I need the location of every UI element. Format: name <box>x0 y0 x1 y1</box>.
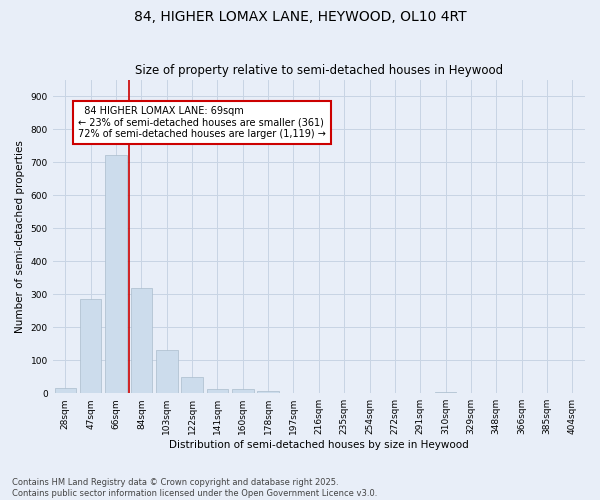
Bar <box>131 288 152 393</box>
Bar <box>206 389 228 393</box>
Text: 84 HIGHER LOMAX LANE: 69sqm
← 23% of semi-detached houses are smaller (361)
72% : 84 HIGHER LOMAX LANE: 69sqm ← 23% of sem… <box>78 106 326 139</box>
Bar <box>283 392 304 393</box>
Bar <box>181 376 203 393</box>
Bar <box>435 392 457 393</box>
Bar <box>156 350 178 393</box>
Text: Contains HM Land Registry data © Crown copyright and database right 2025.
Contai: Contains HM Land Registry data © Crown c… <box>12 478 377 498</box>
Bar <box>257 390 279 393</box>
Bar <box>80 299 101 393</box>
Text: 84, HIGHER LOMAX LANE, HEYWOOD, OL10 4RT: 84, HIGHER LOMAX LANE, HEYWOOD, OL10 4RT <box>134 10 466 24</box>
Bar <box>232 389 254 393</box>
X-axis label: Distribution of semi-detached houses by size in Heywood: Distribution of semi-detached houses by … <box>169 440 469 450</box>
Bar <box>55 388 76 393</box>
Title: Size of property relative to semi-detached houses in Heywood: Size of property relative to semi-detach… <box>135 64 503 77</box>
Bar <box>105 156 127 393</box>
Y-axis label: Number of semi-detached properties: Number of semi-detached properties <box>15 140 25 333</box>
